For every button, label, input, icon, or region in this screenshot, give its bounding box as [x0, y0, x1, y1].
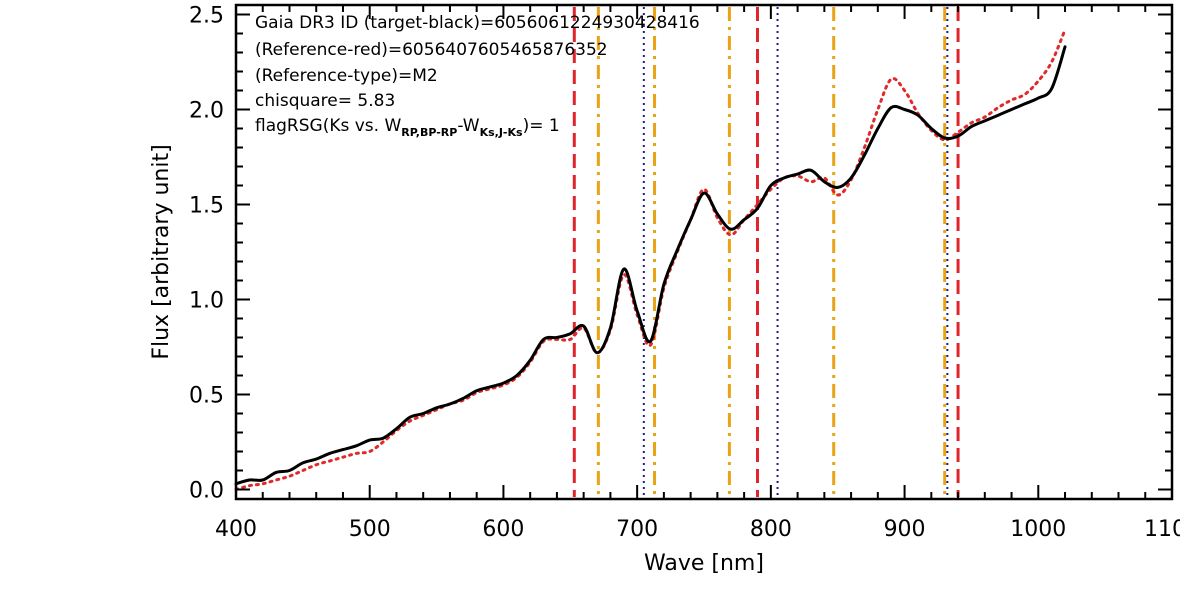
- x-tick-label: 900: [884, 517, 926, 542]
- y-tick-label: 0.5: [189, 384, 224, 409]
- vertical-lines-group: [572, 7, 960, 497]
- flag-rsg-mid: -W: [457, 116, 479, 136]
- series-target-black: [234, 45, 1067, 486]
- y-tick-label: 2.5: [189, 4, 224, 29]
- x-tick-label: 500: [349, 517, 391, 542]
- annotation-gaia-id: Gaia DR3 ID (target-black)=6056061224930…: [255, 13, 700, 33]
- y-tick-label: 1.5: [189, 194, 224, 219]
- series-group: [234, 28, 1067, 491]
- annotation-chisquare: chisquare= 5.83: [255, 91, 395, 111]
- flag-rsg-subscript-2: Ks,J-Ks: [480, 126, 523, 139]
- flag-rsg-prefix: flagRSG(Ks vs. W: [255, 116, 401, 136]
- x-tick-label: 400: [215, 517, 257, 542]
- y-tick-label: 0.0: [189, 479, 224, 504]
- annotation-flag-rsg: flagRSG(Ks vs. WRP,BP-RP-WKs,J-Ks)= 1: [255, 116, 560, 139]
- plot-frame: [234, 3, 1174, 501]
- y-tick-label: 1.0: [189, 289, 224, 314]
- y-axis-title: Flux [arbitrary unit]: [149, 144, 174, 359]
- annotation-block: Gaia DR3 ID (target-black)=6056061224930…: [255, 13, 700, 139]
- x-tick-label: 800: [750, 517, 792, 542]
- annotation-reference-type: (Reference-type)=M2: [255, 66, 438, 86]
- x-axis-title: Wave [nm]: [644, 551, 764, 576]
- annotation-reference-id: (Reference-red)=6056407605465876352: [255, 40, 608, 60]
- y-tick-label: 2.0: [189, 99, 224, 124]
- x-tick-label: 600: [482, 517, 524, 542]
- y-axis-ticks: 0.0 0.5 1.0 1.5 2.0 2.5: [189, 4, 1172, 504]
- flag-rsg-suffix: )= 1: [523, 116, 560, 136]
- flag-rsg-subscript-1: RP,BP-RP: [401, 126, 457, 139]
- x-tick-label: 1000: [1010, 517, 1066, 542]
- x-tick-label: 700: [616, 517, 658, 542]
